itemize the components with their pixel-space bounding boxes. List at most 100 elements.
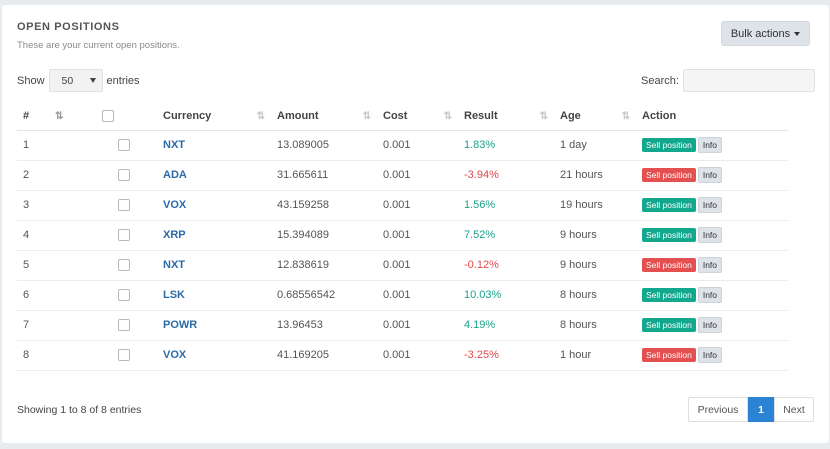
row-checkbox[interactable] (118, 229, 130, 242)
row-checkbox[interactable] (118, 169, 130, 182)
bulk-actions-button[interactable]: Bulk actions (721, 21, 810, 46)
sell-position-button[interactable]: Sell position (642, 258, 696, 272)
bulk-actions-label: Bulk actions (730, 27, 791, 40)
entries-label: entries (106, 74, 140, 87)
row-checkbox[interactable] (118, 259, 130, 272)
result-cell: -3.94% (458, 160, 554, 191)
row-select-cell (47, 220, 157, 251)
table-row: 2 ADA 31.665611 0.001 -3.94% 21 hours Sell pos… (17, 160, 788, 191)
sort-icon: ⇅ (256, 111, 266, 122)
sell-position-button[interactable]: Sell position (642, 228, 696, 242)
age-cell: 9 hours (554, 220, 636, 251)
currency-link[interactable]: NXT (163, 259, 185, 271)
info-button[interactable]: Info (697, 137, 723, 153)
info-button[interactable]: Info (697, 227, 723, 243)
sort-icon: ⇅ (621, 111, 631, 122)
next-page-button[interactable]: Next (774, 397, 814, 422)
sell-position-button[interactable]: Sell position (642, 168, 696, 182)
age-cell: 9 hours (554, 250, 636, 281)
cost-cell: 0.001 (377, 190, 458, 221)
column-header-currency[interactable]: Currency ⇅ (157, 103, 271, 131)
caret-down-icon (794, 32, 801, 36)
cost-cell: 0.001 (377, 130, 458, 161)
age-cell: 21 hours (554, 160, 636, 191)
amount-cell: 31.665611 (271, 160, 377, 191)
table-row: 3 VOX 43.159258 0.001 1.56% 19 hours Sell posi… (17, 190, 788, 221)
currency-link[interactable]: ADA (163, 169, 187, 181)
row-checkbox[interactable] (118, 199, 130, 212)
row-select-cell (47, 160, 157, 191)
sell-position-button[interactable]: Sell position (642, 198, 696, 212)
info-button[interactable]: Info (697, 317, 723, 333)
row-checkbox[interactable] (118, 139, 130, 152)
column-header-amount[interactable]: Amount ⇅ (271, 103, 377, 131)
action-cell: Sell position Info (636, 220, 788, 251)
sell-position-button[interactable]: Sell position (642, 138, 696, 152)
cost-cell: 0.001 (377, 250, 458, 281)
row-number: 1 (17, 130, 47, 161)
select-all-checkbox[interactable] (102, 110, 114, 123)
sell-position-button[interactable]: Sell position (642, 348, 696, 362)
entries-length-control: Show 50 entries (17, 69, 140, 92)
row-select-cell (47, 280, 157, 311)
cost-cell: 0.001 (377, 310, 458, 341)
chevron-down-icon (89, 78, 96, 83)
page-button-current[interactable]: 1 (748, 397, 774, 422)
currency-link[interactable]: XRP (163, 229, 186, 241)
currency-link[interactable]: VOX (163, 199, 187, 211)
amount-cell: 13.96453 (271, 310, 377, 341)
currency-link[interactable]: NXT (163, 139, 185, 151)
age-cell: 8 hours (554, 280, 636, 311)
table-row: 7 POWR 13.96453 0.001 4.19% 8 hours Sell posit… (17, 310, 788, 341)
info-button[interactable]: Info (697, 197, 723, 213)
currency-cell: POWR (157, 310, 271, 341)
column-header-cost[interactable]: Cost ⇅ (377, 103, 458, 131)
currency-cell: VOX (157, 190, 271, 221)
entries-select[interactable]: 50 (48, 69, 103, 92)
showing-entries-info: Showing 1 to 8 of 8 entries (17, 404, 142, 416)
currency-cell: NXT (157, 130, 271, 161)
row-select-cell (47, 340, 157, 371)
row-checkbox[interactable] (118, 349, 130, 362)
currency-cell: ADA (157, 160, 271, 191)
row-checkbox[interactable] (118, 319, 130, 332)
column-header-action: Action (636, 103, 788, 131)
result-cell: 1.83% (458, 130, 554, 161)
row-number: 5 (17, 250, 47, 281)
panel-title: OPEN POSITIONS (17, 21, 120, 33)
amount-cell: 0.68556542 (271, 280, 377, 311)
info-button[interactable]: Info (697, 167, 723, 183)
action-cell: Sell position Info (636, 130, 788, 161)
currency-cell: VOX (157, 340, 271, 371)
currency-link[interactable]: POWR (163, 319, 198, 331)
action-cell: Sell position Info (636, 160, 788, 191)
info-button[interactable]: Info (697, 257, 723, 273)
column-header-age[interactable]: Age ⇅ (554, 103, 636, 131)
positions-table: # ⇅ Currency ⇅ Amount ⇅ Cost ⇅ Result ⇅ Age ⇅ … (17, 103, 788, 371)
action-cell: Sell position Info (636, 190, 788, 221)
column-header-result[interactable]: Result ⇅ (458, 103, 554, 131)
result-cell: 4.19% (458, 310, 554, 341)
column-header-select (47, 103, 157, 131)
amount-cell: 13.089005 (271, 130, 377, 161)
row-checkbox[interactable] (118, 289, 130, 302)
action-cell: Sell position Info (636, 250, 788, 281)
sort-icon: ⇅ (362, 111, 372, 122)
action-cell: Sell position Info (636, 310, 788, 341)
age-cell: 19 hours (554, 190, 636, 221)
currency-link[interactable]: VOX (163, 349, 187, 361)
amount-cell: 15.394089 (271, 220, 377, 251)
currency-link[interactable]: LSK (163, 289, 185, 301)
cost-cell: 0.001 (377, 160, 458, 191)
previous-page-button[interactable]: Previous (688, 397, 748, 422)
table-row: 1 NXT 13.089005 0.001 1.83% 1 day Sell positio… (17, 130, 788, 161)
search-input[interactable] (682, 69, 815, 92)
info-button[interactable]: Info (697, 287, 723, 303)
sell-position-button[interactable]: Sell position (642, 318, 696, 332)
column-header-number[interactable]: # ⇅ (17, 103, 64, 131)
info-button[interactable]: Info (697, 347, 723, 363)
result-cell: 1.56% (458, 190, 554, 221)
sell-position-button[interactable]: Sell position (642, 288, 696, 302)
currency-cell: LSK (157, 280, 271, 311)
sort-icon: ⇅ (539, 111, 549, 122)
